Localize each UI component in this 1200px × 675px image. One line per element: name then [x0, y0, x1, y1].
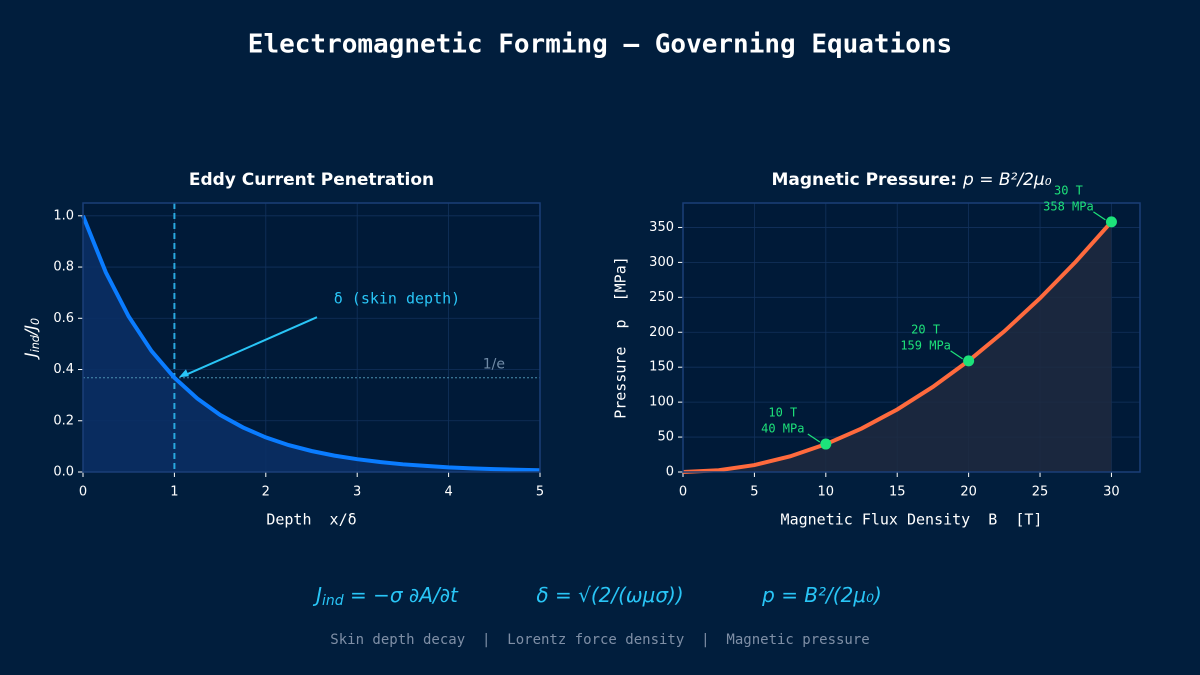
point-label: 159 MPa — [900, 338, 951, 352]
y-tick-label: 250 — [649, 290, 674, 305]
x-axis-label: Magnetic Flux Density B [T] — [781, 511, 1043, 529]
y-axis-label-part: J — [21, 352, 40, 360]
y-tick-label: 150 — [649, 360, 674, 375]
y-tick-label: 300 — [649, 255, 674, 270]
curve — [81, 215, 541, 473]
y-tick-label: 0 — [666, 465, 674, 480]
area — [83, 215, 540, 473]
point-label: 10 T — [768, 406, 797, 420]
x-tick-label: 25 — [1032, 485, 1049, 500]
x-tick-label: 2 — [262, 485, 270, 500]
point-arrow — [807, 433, 821, 443]
x-tick-label: 4 — [444, 485, 452, 500]
annotation: δ (skin depth) — [334, 290, 460, 308]
y-tick-label: 100 — [649, 395, 674, 410]
y-tick-label: 0.8 — [53, 260, 74, 275]
formula-part: ind — [322, 593, 344, 609]
formula: Jind = −σ ∂A/∂t — [312, 583, 459, 610]
chart-title-text: Eddy Current Penetration — [189, 170, 434, 190]
reference-label: 1/e — [483, 357, 505, 373]
y-axis-label-part: ind — [29, 334, 42, 352]
x-tick-label: 30 — [1103, 485, 1120, 500]
x-tick-label: 5 — [536, 485, 544, 500]
x-tick-label: 15 — [889, 485, 906, 500]
plot-frame — [82, 202, 541, 473]
formula-part: = −σ ∂A/∂t — [344, 583, 459, 607]
y-axis-label-part: 0 — [29, 318, 42, 325]
formula: δ = √(2/(ωμσ)) — [536, 583, 683, 607]
x-tick-label: 1 — [170, 485, 178, 500]
y-axis-label-part: /J — [21, 325, 40, 337]
point-arrow — [1093, 211, 1106, 221]
y-tick-label: 1.0 — [53, 208, 74, 223]
area — [683, 221, 1112, 472]
y-tick-label: 350 — [649, 220, 674, 235]
annotation-arrow — [184, 316, 318, 377]
point-label: 20 T — [911, 322, 940, 336]
x-tick-label: 0 — [679, 485, 687, 500]
x-tick-label: 5 — [750, 485, 758, 500]
formula: p = B²/(2μ₀) — [761, 583, 882, 607]
point-arrow — [950, 350, 963, 360]
point — [963, 355, 975, 367]
figure-title: Electromagnetic Forming — Governing Equa… — [248, 30, 952, 60]
formula-part: J — [312, 583, 322, 607]
y-tick-label: 0.2 — [53, 413, 74, 428]
x-tick-label: 20 — [960, 485, 977, 500]
chart-title-math: p = B²/2μ₀ — [962, 170, 1052, 190]
y-axis-label: Pressure p [MPa] — [612, 256, 630, 419]
point-label: 40 MPa — [761, 422, 804, 436]
point-label: 30 T — [1054, 183, 1083, 197]
arrow-head — [178, 369, 189, 378]
x-tick-label: 10 — [818, 485, 835, 500]
y-tick-label: 200 — [649, 325, 674, 340]
y-tick-label: 0.0 — [53, 465, 74, 480]
y-tick-label: 0.6 — [53, 311, 74, 326]
chart-title: Magnetic Pressure: p = B²/2μ₀ — [771, 170, 1051, 190]
plot-frame — [682, 202, 1141, 473]
x-axis-label: Depth x/δ — [266, 511, 356, 529]
point-label: 358 MPa — [1043, 199, 1094, 213]
y-tick-label: 0.4 — [53, 362, 74, 377]
formula-part: p = B²/(2μ₀) — [761, 583, 882, 607]
chart-title-text: Magnetic Pressure: — [771, 170, 957, 190]
y-tick-label: 50 — [657, 430, 674, 445]
footer: Skin depth decay | Lorentz force density… — [330, 632, 869, 648]
chart-title: Eddy Current Penetration — [189, 170, 434, 190]
x-tick-label: 3 — [353, 485, 361, 500]
point — [820, 438, 832, 450]
curve — [682, 220, 1113, 474]
y-axis-label: Jind/J0 — [21, 318, 43, 360]
x-tick-label: 0 — [79, 485, 87, 500]
point — [1105, 216, 1117, 228]
formula-part: δ = √(2/(ωμσ)) — [536, 583, 683, 607]
